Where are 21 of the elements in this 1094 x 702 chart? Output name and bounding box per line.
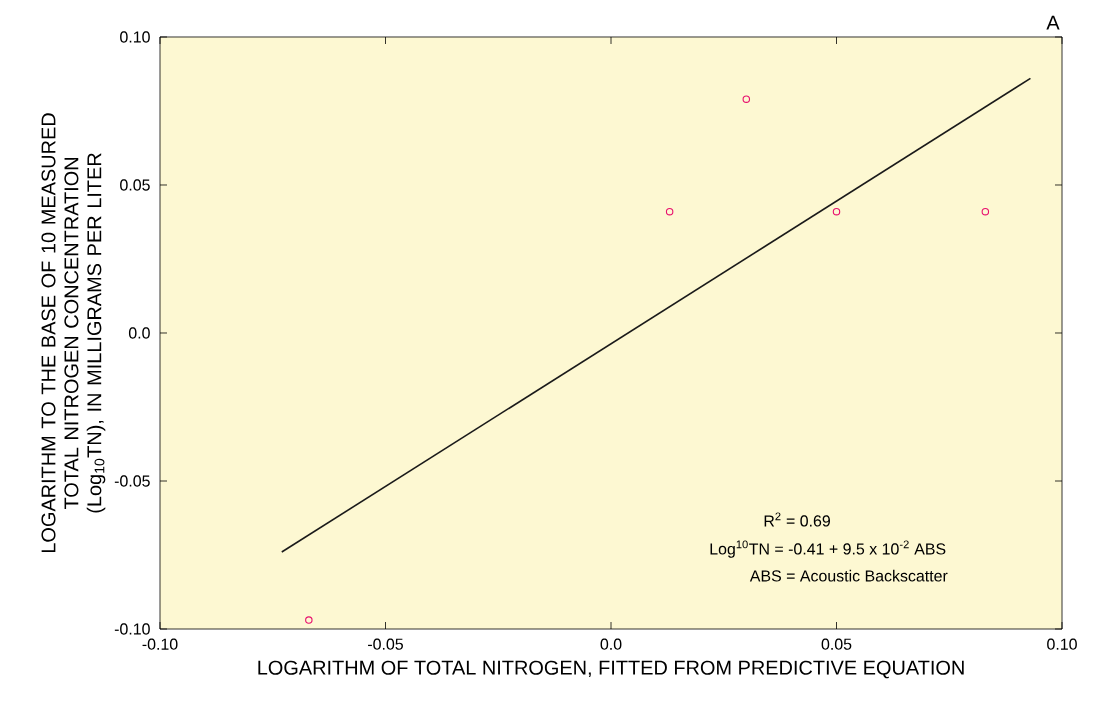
point (981, 207, 990, 216)
x-tick-label: -0.05 (368, 638, 403, 650)
x-tick-label: 0.10 (1047, 638, 1077, 650)
point (305, 616, 313, 624)
y-tick-label: 0.10 (120, 31, 150, 43)
x-tick-label: 0.0 (600, 638, 622, 650)
text: A (1046, 15, 1060, 30)
point (742, 95, 751, 103)
y-tick-label: -0.05 (114, 475, 150, 487)
point (665, 207, 674, 216)
y-tick-label: -0.10 (114, 623, 150, 635)
x-axis-title: LOGARITHM OF TOTAL NITROGEN, FITTED FROM PREDICTIVE EQUATION (258, 660, 964, 679)
x-tick-label: 0.05 (821, 638, 852, 650)
annotation: ABS = Acoustic Backscatter (749, 569, 948, 582)
x-tick-label: -0.10 (142, 638, 178, 650)
y-tick-label: 0.05 (120, 179, 150, 191)
annotation: R$^{2}$ = 0.69 (764, 512, 830, 527)
y-tick-label: 0.0 (128, 327, 150, 339)
annotation: Log$^{10}$TN = -0.41 + 9.5 x 10$^{-2}$ ABS (710, 540, 946, 558)
y-axis-title: LOGARITHM TO THE BASE OF 10 MEASURED TOTAL NITROGEN CONCENTRATION (Log$_{10}$TN), IN MILLIGRAMS PER LITER (41, 113, 106, 553)
point (832, 207, 841, 216)
